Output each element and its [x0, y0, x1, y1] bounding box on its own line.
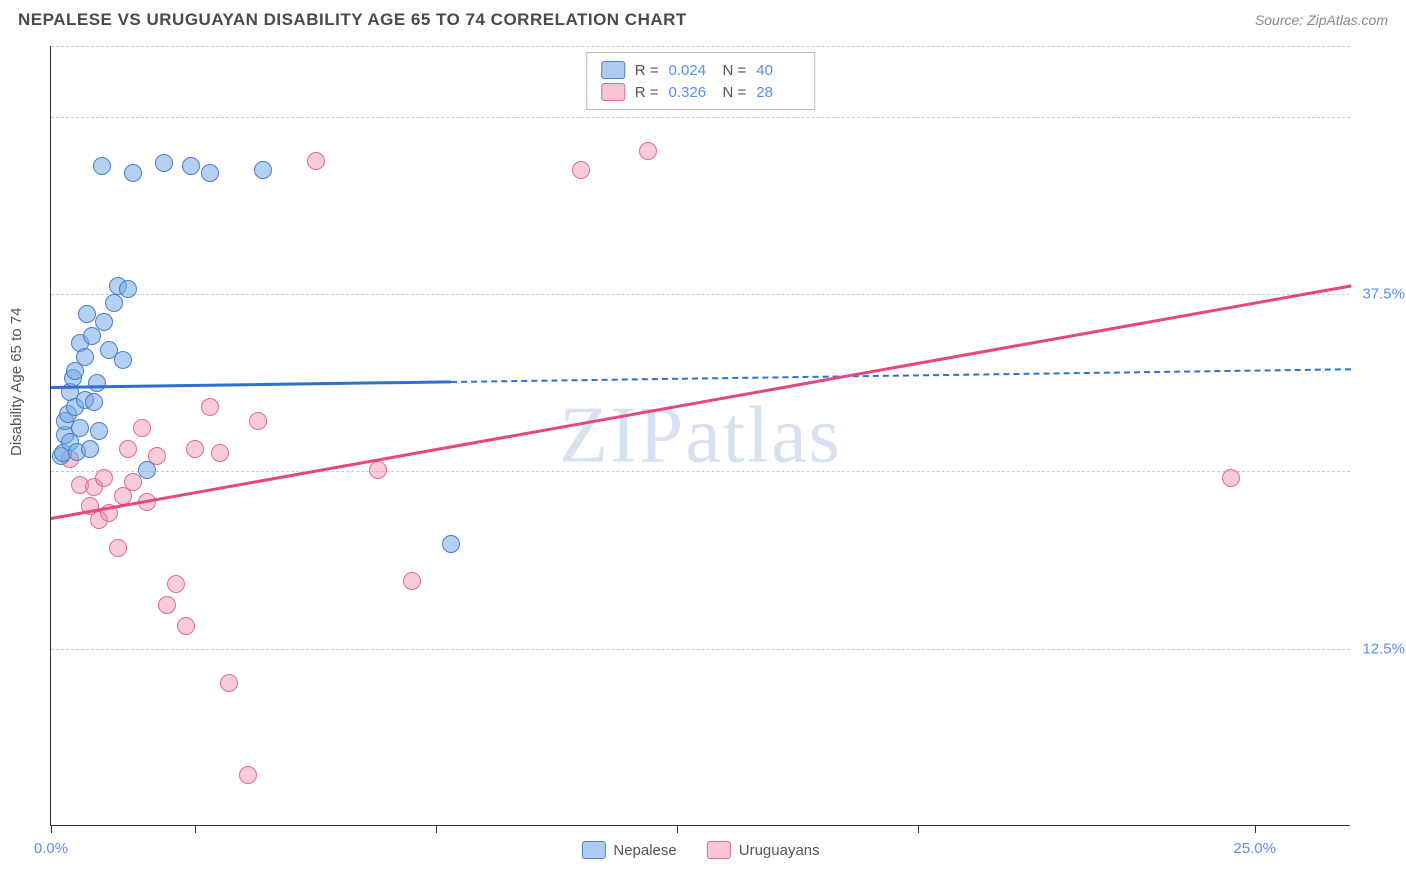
source-attribution: Source: ZipAtlas.com	[1255, 12, 1388, 28]
x-tick-label: 0.0%	[34, 840, 68, 857]
gridline	[51, 46, 1350, 47]
point-nepalese	[442, 535, 460, 553]
point-nepalese	[93, 157, 111, 175]
point-uruguayan	[95, 469, 113, 487]
swatch-blue	[601, 61, 625, 79]
series-legend: Nepalese Uruguayans	[581, 841, 819, 859]
point-uruguayan	[249, 412, 267, 430]
trendline-uruguayans	[51, 284, 1352, 520]
point-uruguayan	[109, 539, 127, 557]
point-nepalese	[90, 422, 108, 440]
swatch-blue-icon	[581, 841, 605, 859]
correlation-legend: R = 0.024 N = 40 R = 0.326 N = 28	[586, 52, 816, 110]
gridline	[51, 294, 1350, 295]
point-uruguayan	[403, 572, 421, 590]
legend-item-uruguayans: Uruguayans	[707, 841, 820, 859]
n-value-uruguayans: 28	[756, 84, 800, 101]
point-uruguayan	[369, 461, 387, 479]
legend-row-uruguayans: R = 0.326 N = 28	[601, 81, 801, 103]
r-value-nepalese: 0.024	[669, 62, 713, 79]
y-axis-label: Disability Age 65 to 74	[8, 308, 25, 456]
x-tick	[51, 825, 52, 833]
point-nepalese	[114, 351, 132, 369]
y-tick-label: 12.5%	[1362, 640, 1405, 657]
point-nepalese	[88, 374, 106, 392]
point-uruguayan	[307, 152, 325, 170]
point-nepalese	[182, 157, 200, 175]
y-tick-label: 37.5%	[1362, 286, 1405, 303]
legend-row-nepalese: R = 0.024 N = 40	[601, 59, 801, 81]
point-uruguayan	[177, 617, 195, 635]
point-uruguayan	[133, 419, 151, 437]
point-uruguayan	[167, 575, 185, 593]
point-uruguayan	[119, 440, 137, 458]
point-nepalese	[71, 419, 89, 437]
x-tick-label: 25.0%	[1233, 840, 1276, 857]
point-uruguayan	[220, 674, 238, 692]
plot-area: ZIPatlas R = 0.024 N = 40 R = 0.326 N = …	[50, 46, 1350, 826]
r-value-uruguayans: 0.326	[669, 84, 713, 101]
x-tick	[918, 825, 919, 833]
point-nepalese	[124, 164, 142, 182]
point-nepalese	[254, 161, 272, 179]
swatch-pink-icon	[707, 841, 731, 859]
point-uruguayan	[1222, 469, 1240, 487]
point-nepalese	[155, 154, 173, 172]
point-nepalese	[78, 305, 96, 323]
point-nepalese	[138, 461, 156, 479]
point-nepalese	[95, 313, 113, 331]
point-nepalese	[81, 440, 99, 458]
trendline-nepalese	[51, 381, 451, 390]
swatch-pink	[601, 83, 625, 101]
chart-title: NEPALESE VS URUGUAYAN DISABILITY AGE 65 …	[18, 10, 687, 30]
point-uruguayan	[211, 444, 229, 462]
gridline	[51, 649, 1350, 650]
x-tick	[436, 825, 437, 833]
point-nepalese	[119, 280, 137, 298]
x-tick	[195, 825, 196, 833]
gridline	[51, 471, 1350, 472]
chart-container: Disability Age 65 to 74 ZIPatlas R = 0.0…	[0, 36, 1406, 886]
point-nepalese	[105, 294, 123, 312]
x-tick	[677, 825, 678, 833]
point-nepalese	[85, 393, 103, 411]
point-nepalese	[76, 348, 94, 366]
gridline	[51, 117, 1350, 118]
point-uruguayan	[186, 440, 204, 458]
point-uruguayan	[572, 161, 590, 179]
legend-item-nepalese: Nepalese	[581, 841, 676, 859]
point-nepalese	[201, 164, 219, 182]
point-uruguayan	[201, 398, 219, 416]
point-nepalese	[83, 327, 101, 345]
n-value-nepalese: 40	[756, 62, 800, 79]
x-tick	[1255, 825, 1256, 833]
point-uruguayan	[639, 142, 657, 160]
point-uruguayan	[158, 596, 176, 614]
point-uruguayan	[239, 766, 257, 784]
trendline-nepalese-extrapolated	[451, 368, 1351, 383]
